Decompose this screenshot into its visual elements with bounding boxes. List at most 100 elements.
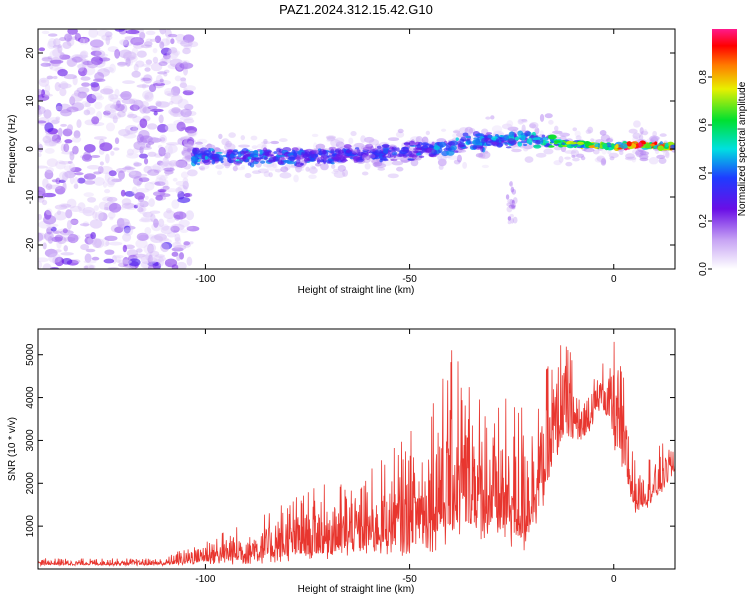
spectrogram-cell <box>95 95 105 101</box>
spectrogram-cell <box>90 154 101 158</box>
spectrogram-cell <box>361 171 369 176</box>
spectrogram-cell <box>80 243 90 251</box>
spectrogram-cell <box>606 145 612 148</box>
snr-y-tick-label: 3000 <box>25 429 36 452</box>
spectrogram-cell <box>335 141 345 149</box>
spectrogram-cell <box>182 177 189 185</box>
spectrogram-cell <box>45 208 53 216</box>
spectrogram-cell <box>138 205 145 215</box>
spectrogram-cell <box>564 156 571 160</box>
spectrogram-cell <box>315 153 319 158</box>
spectrogram-cell <box>84 65 96 76</box>
spectrogram-cell <box>233 161 243 165</box>
spectrogram-cell <box>459 127 469 133</box>
spectrogram-cell <box>602 143 608 150</box>
spectrogram-cell <box>126 249 139 257</box>
spectrogram-cell <box>350 131 357 137</box>
spectrogram-cell <box>71 56 83 63</box>
spectrogram-cell <box>599 129 607 136</box>
spectrogram-cell <box>144 94 150 99</box>
spectrogram-cell <box>175 187 183 194</box>
spectrogram-cell <box>114 29 125 32</box>
spectrogram-cell <box>309 167 318 174</box>
spectrogram-cell <box>88 29 99 38</box>
spectrogram-cell <box>80 101 90 108</box>
spectrogram-cell <box>158 256 165 267</box>
spectrogram-cell <box>124 203 138 211</box>
spectrogram-cell <box>244 172 252 179</box>
spectrogram-cell <box>117 170 125 180</box>
spectrogram-cell <box>136 248 143 253</box>
spectrogram-cell <box>523 143 528 147</box>
spectrogram-cell <box>539 130 544 136</box>
spectrogram-cell <box>337 164 347 172</box>
spectrogram-cell <box>54 81 61 92</box>
spectrogram-cell <box>80 50 89 59</box>
spectrogram-cell <box>152 48 158 54</box>
spectrogram-cell <box>452 130 461 134</box>
spectrogram-cell <box>133 161 140 167</box>
spectrogram-cell <box>44 141 57 147</box>
spectrogram-cell <box>54 185 66 195</box>
spectrogram-cell <box>177 98 189 109</box>
spectrogram-cell <box>173 211 187 220</box>
spectrogram-cell <box>338 149 344 154</box>
spectrogram-cell <box>125 29 140 35</box>
spectrogram-cell <box>639 151 650 156</box>
spectrogram-cell <box>38 47 46 52</box>
spectrogram-cell <box>454 128 461 134</box>
spectrogram-cell <box>373 161 378 168</box>
spectrogram-cell <box>182 47 191 55</box>
spectrogram-cell <box>66 198 77 209</box>
spectrogram-cell <box>570 144 576 147</box>
spectrogram-cell <box>90 83 100 92</box>
spectrogram-cell <box>209 148 215 152</box>
spectrogram-cell <box>159 78 164 83</box>
spectrogram-cell <box>446 150 455 156</box>
spectrogram-cell <box>132 148 140 154</box>
spectrogram-cell <box>51 137 58 142</box>
spectrogram-cell <box>131 70 141 78</box>
spectrogram-cell <box>387 173 399 179</box>
spectrogram-cell <box>631 143 637 149</box>
spectrogram-cell <box>94 211 100 221</box>
spectrogram-cell <box>149 210 161 214</box>
spectrogram-cell <box>506 206 513 213</box>
snr-y-tick-label: 4000 <box>25 386 36 409</box>
spectrogram-cell <box>142 211 153 218</box>
spectrogram-cell <box>166 232 176 238</box>
spectrogram-cell <box>38 232 47 241</box>
spectrogram-cell <box>252 150 259 153</box>
spectrogram-cell <box>187 41 199 48</box>
spectrogram-cell <box>48 38 57 48</box>
snr-x-tick-label: -100 <box>195 574 215 585</box>
spectrogram-cell <box>397 128 404 134</box>
spectrogram-cell <box>38 109 42 118</box>
spectrogram-cell <box>648 156 659 165</box>
spectrogram-cell <box>224 162 231 169</box>
spectrogram-cell <box>176 39 189 45</box>
figure-title: PAZ1.2024.312.15.42.G10 <box>279 2 433 17</box>
spectrogram-cell <box>232 165 238 172</box>
spectrogram-cell <box>114 48 121 59</box>
spectrogram-cell <box>605 138 614 143</box>
spectrogram-cell <box>183 85 196 92</box>
spectrogram-cell <box>218 133 223 140</box>
spectrogram-cell <box>74 32 82 42</box>
spectrogram-cell <box>65 209 73 219</box>
spectrogram-cell <box>114 255 122 263</box>
spectrogram-y-tick-label: 20 <box>25 47 36 59</box>
spectrogram-cell <box>110 104 118 109</box>
spectrogram-cell <box>548 119 554 125</box>
spectrogram-cell <box>57 44 63 54</box>
spectrogram-cell <box>84 264 96 269</box>
spectrogram-cell <box>436 138 447 143</box>
snr-y-ticks: 1000 2000 3000 4000 5000 <box>25 343 675 537</box>
spectrogram-cell <box>251 170 262 174</box>
spectrogram-cell <box>158 146 166 157</box>
spectrogram-cell <box>183 118 195 124</box>
spectrogram-cell <box>174 244 187 250</box>
spectrogram-cell <box>138 218 153 223</box>
spectrogram-cell <box>82 221 90 227</box>
spectrogram-cell <box>108 170 117 177</box>
